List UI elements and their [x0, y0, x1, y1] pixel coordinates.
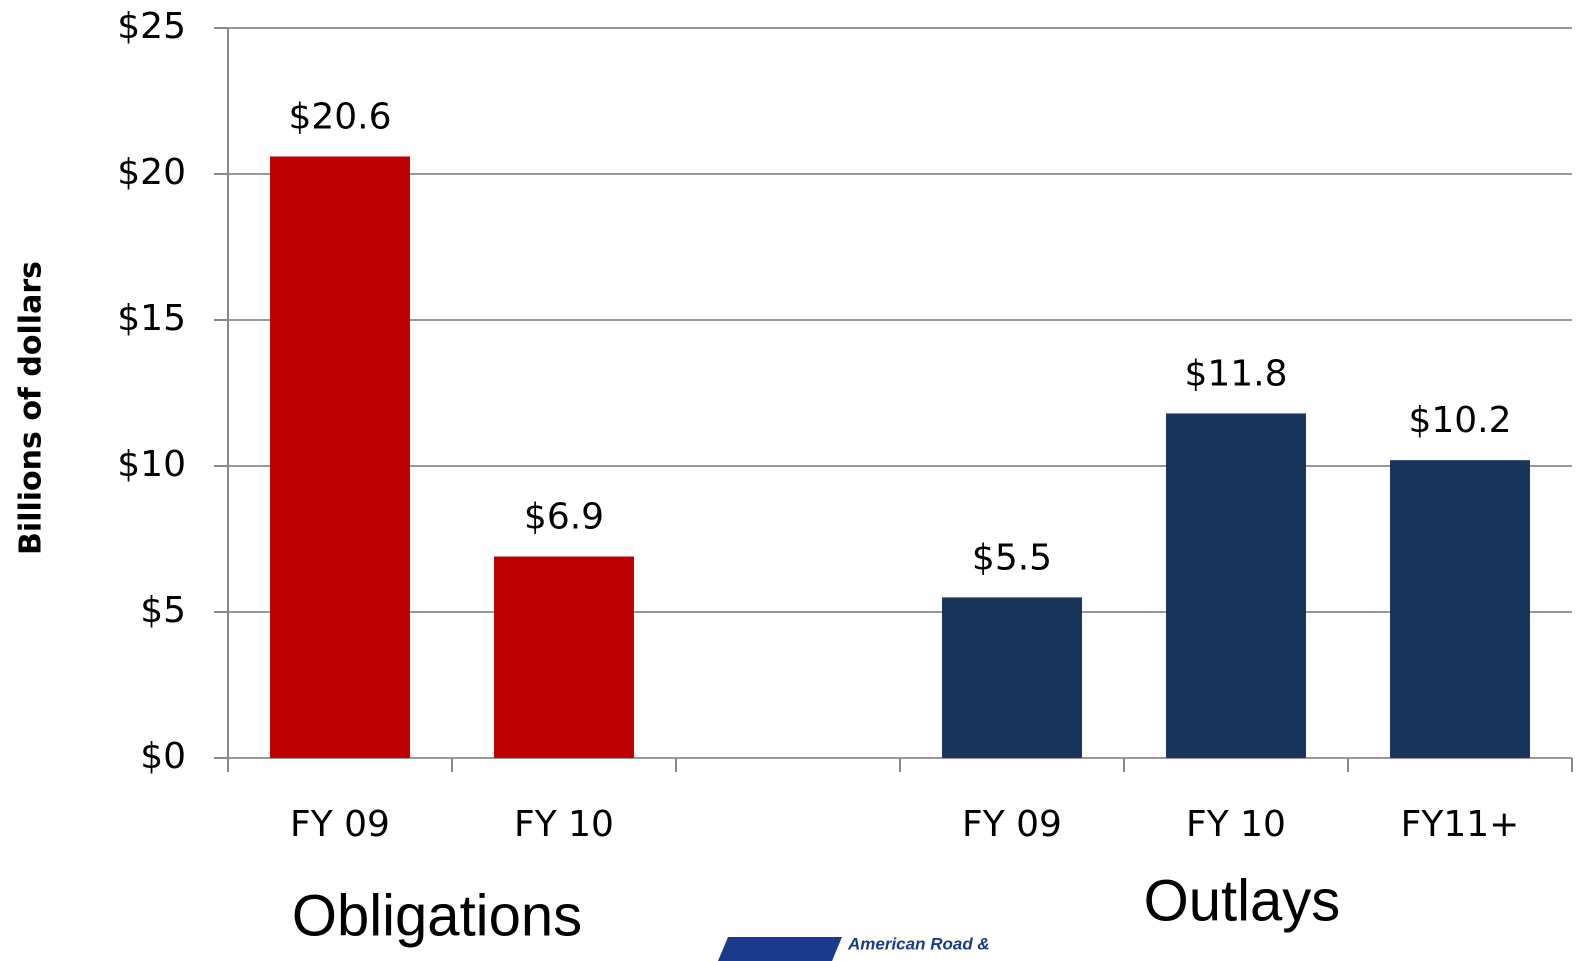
- bar: [494, 556, 634, 758]
- bar: [942, 597, 1082, 758]
- y-tick-label: $5: [140, 590, 186, 631]
- group-label: Obligations: [292, 883, 582, 948]
- y-tick-label: $20: [117, 152, 186, 193]
- logo-shape: [718, 937, 842, 961]
- value-label: $10.2: [1408, 400, 1511, 441]
- x-tick-label: FY11+: [1401, 804, 1520, 845]
- y-tick-label: $25: [117, 6, 186, 47]
- y-tick-label: $15: [117, 298, 186, 339]
- logo-text: American Road &: [847, 934, 990, 953]
- value-label: $20.6: [288, 96, 391, 137]
- x-tick-label: FY 10: [1186, 804, 1286, 845]
- value-label: $6.9: [524, 497, 604, 538]
- logo: American Road &: [718, 934, 990, 961]
- x-tick-label: FY 09: [962, 804, 1062, 845]
- group-label: Outlays: [1144, 868, 1341, 933]
- bar: [1390, 460, 1530, 758]
- bar: [270, 156, 410, 759]
- value-label: $11.8: [1184, 353, 1287, 394]
- x-tick-label: FY 10: [514, 804, 614, 845]
- x-tick-label: FY 09: [290, 804, 390, 845]
- y-tick-label: $0: [140, 736, 186, 777]
- y-axis-label: Billions of dollars: [14, 261, 49, 555]
- value-label: $5.5: [972, 537, 1052, 578]
- bar: [1166, 413, 1306, 758]
- y-tick-label: $10: [117, 444, 186, 485]
